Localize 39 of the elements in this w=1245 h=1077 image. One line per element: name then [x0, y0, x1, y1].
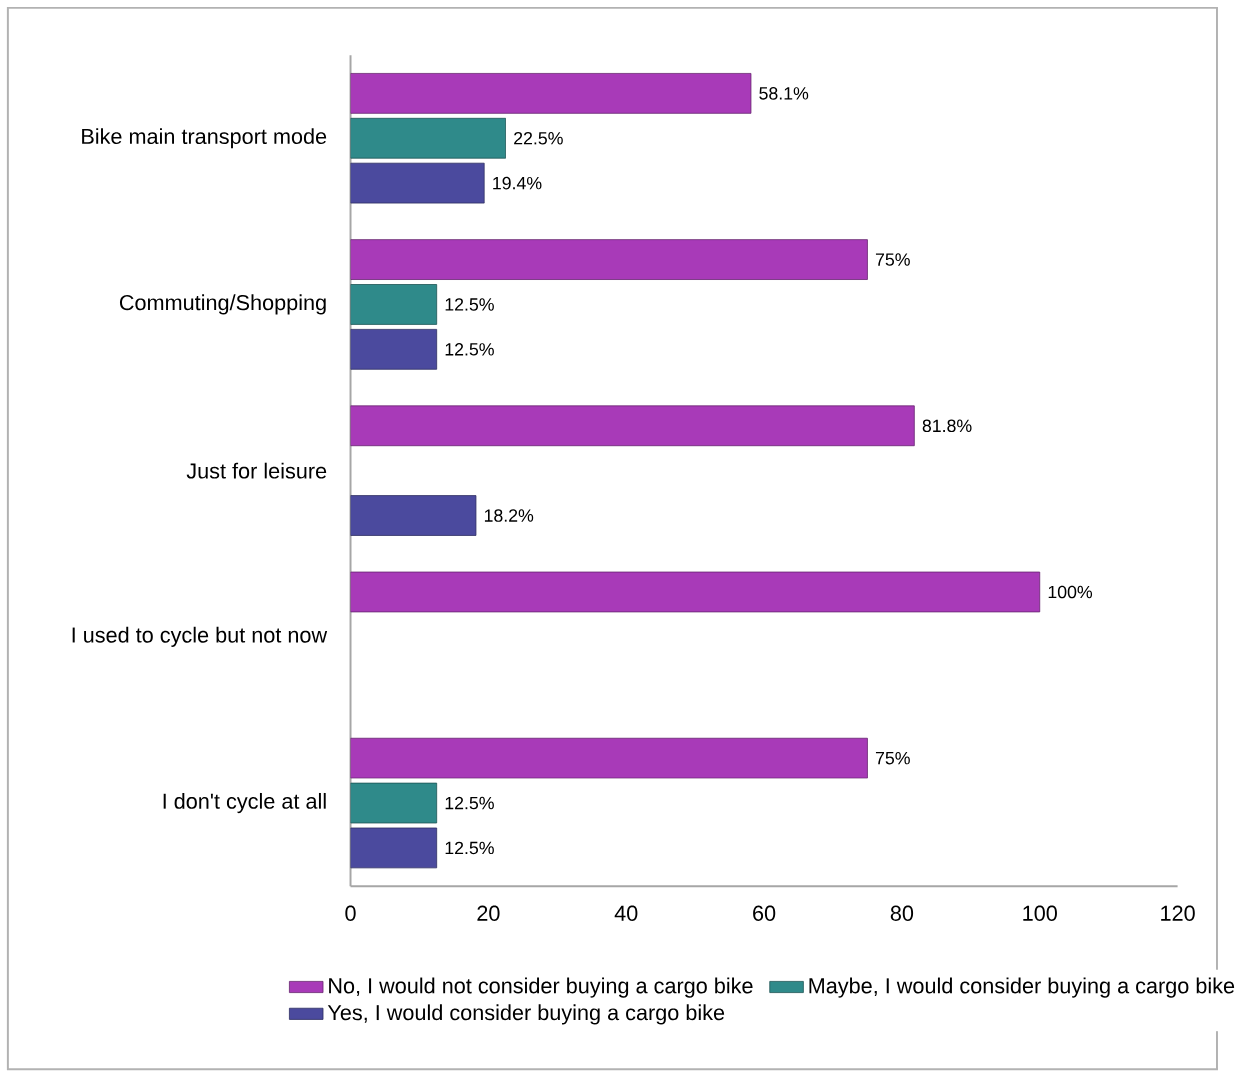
x-tick-label: 60	[753, 905, 776, 921]
bar	[350, 117, 506, 159]
data-label: 18.2%	[484, 509, 534, 522]
data-label: 12.5%	[445, 342, 494, 356]
x-tick-label: 0	[345, 905, 356, 921]
bar	[350, 72, 752, 114]
data-label: 12.5%	[445, 796, 494, 810]
legend-label: No, I would not consider buying a cargo bike	[329, 977, 753, 998]
x-tick-label: 40	[614, 905, 638, 921]
data-label: 81.8%	[922, 419, 972, 432]
bar	[350, 162, 485, 204]
bar	[350, 405, 915, 447]
legend-label: Yes, I would consider buying a cargo bike	[327, 1004, 725, 1025]
y-tick-label: Just for leisure	[186, 462, 327, 479]
x-tick-label: 20	[477, 905, 500, 921]
bar	[350, 328, 438, 370]
bar	[350, 571, 1041, 613]
data-label: 58.1%	[759, 87, 809, 100]
data-label: 12.5%	[445, 298, 494, 311]
bar	[350, 284, 438, 325]
data-label: 75%	[875, 253, 910, 266]
legend-label: Maybe, I would consider buying a cargo bike	[809, 977, 1235, 998]
data-label: 19.4%	[493, 176, 542, 190]
x-tick-label: 120	[1161, 905, 1195, 921]
bar	[350, 495, 477, 536]
data-label: 12.5%	[445, 841, 494, 855]
x-tick-label: 80	[890, 905, 914, 921]
data-label: 22.5%	[514, 131, 563, 145]
bar	[350, 239, 868, 280]
x-tick-label: 100	[1023, 905, 1057, 921]
bar	[350, 782, 438, 824]
bar	[350, 827, 438, 869]
data-label: 75%	[875, 751, 910, 765]
y-tick-label: I don't cycle at all	[163, 792, 326, 814]
data-label: 100%	[1048, 585, 1093, 599]
y-tick-label: Commuting/Shopping	[119, 294, 326, 315]
y-tick-label: I used to cycle but not now	[72, 626, 328, 647]
bar	[350, 737, 868, 779]
y-tick-label: Bike main transport mode	[82, 128, 327, 149]
